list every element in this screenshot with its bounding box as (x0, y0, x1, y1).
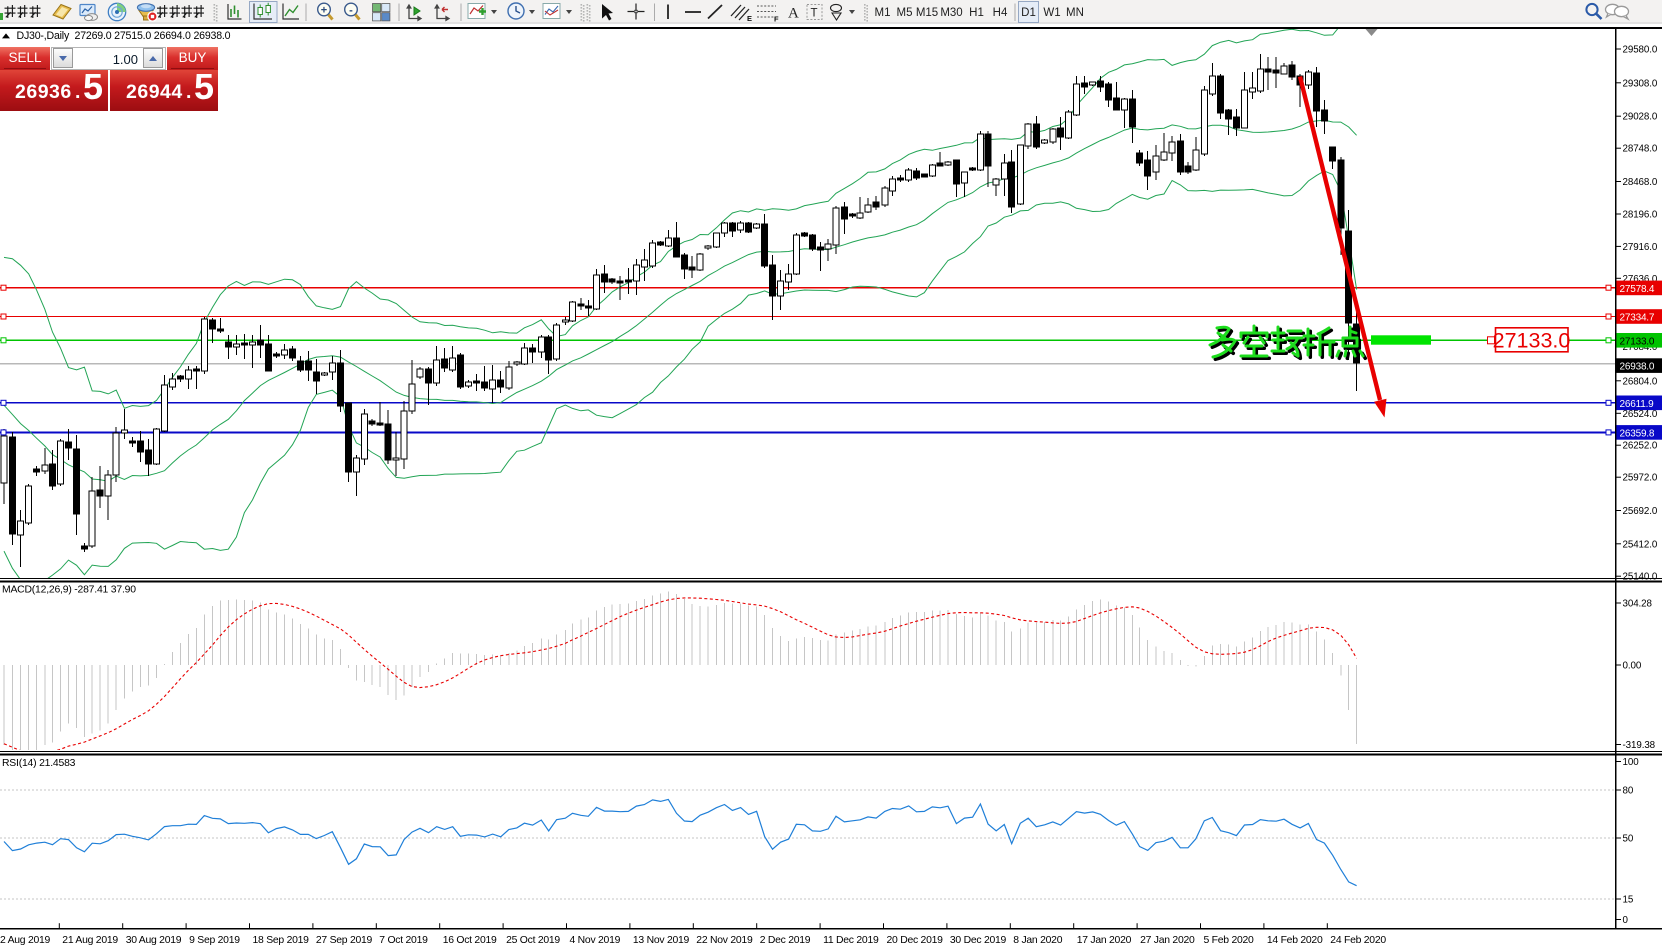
svg-text:M1: M1 (875, 7, 891, 19)
svg-text:27578.4: 27578.4 (1620, 284, 1655, 295)
svg-text:E: E (747, 14, 752, 23)
svg-text:17 Jan 2020: 17 Jan 2020 (1077, 935, 1132, 946)
svg-text:25 Oct 2019: 25 Oct 2019 (506, 935, 560, 946)
svg-text:MACD(12,26,9) -287.41 37.90: MACD(12,26,9) -287.41 37.90 (2, 585, 136, 596)
svg-text:27133.0: 27133.0 (1620, 336, 1655, 347)
svg-text:26611.9: 26611.9 (1620, 399, 1655, 410)
svg-text:+: + (321, 5, 327, 17)
svg-text:27 Jan 2020: 27 Jan 2020 (1140, 935, 1195, 946)
svg-text:0: 0 (1623, 915, 1629, 926)
svg-text:2 Aug 2019: 2 Aug 2019 (0, 935, 51, 946)
svg-text:22 Nov 2019: 22 Nov 2019 (696, 935, 753, 946)
svg-text:M30: M30 (940, 7, 962, 19)
svg-text:M5: M5 (897, 7, 913, 19)
svg-text:14 Feb 2020: 14 Feb 2020 (1267, 935, 1323, 946)
svg-text:25972.0: 25972.0 (1623, 473, 1658, 484)
svg-text:M15: M15 (916, 7, 938, 19)
svg-text:D1: D1 (1021, 7, 1036, 19)
svg-text:25692.0: 25692.0 (1623, 506, 1658, 517)
svg-text:26804.0: 26804.0 (1623, 376, 1658, 387)
svg-text:4 Nov 2019: 4 Nov 2019 (570, 935, 621, 946)
svg-text:0.00: 0.00 (1623, 661, 1642, 672)
svg-text:26524.0: 26524.0 (1623, 409, 1658, 420)
svg-text:27 Sep 2019: 27 Sep 2019 (316, 935, 373, 946)
svg-text:24 Feb 2020: 24 Feb 2020 (1330, 935, 1386, 946)
svg-text:H1: H1 (969, 7, 984, 19)
svg-text:20 Dec 2019: 20 Dec 2019 (887, 935, 944, 946)
svg-text:30 Aug 2019: 30 Aug 2019 (126, 935, 182, 946)
svg-text:T: T (811, 8, 818, 20)
svg-text:-: - (349, 5, 353, 17)
svg-text:28468.0: 28468.0 (1623, 177, 1658, 188)
svg-text:100: 100 (1623, 757, 1640, 768)
svg-text:18 Sep 2019: 18 Sep 2019 (253, 935, 310, 946)
svg-text:11 Dec 2019: 11 Dec 2019 (823, 935, 879, 946)
svg-text:26938.0: 26938.0 (1620, 362, 1655, 373)
svg-text:29580.0: 29580.0 (1623, 45, 1658, 56)
svg-text:28748.0: 28748.0 (1623, 144, 1658, 155)
svg-text:80: 80 (1623, 786, 1634, 797)
svg-text:MN: MN (1066, 7, 1084, 19)
svg-text:25412.0: 25412.0 (1623, 539, 1658, 550)
svg-text:27636.0: 27636.0 (1623, 274, 1658, 285)
svg-text:50: 50 (1623, 834, 1634, 845)
svg-text:H4: H4 (993, 7, 1008, 19)
svg-text:8 Jan 2020: 8 Jan 2020 (1013, 935, 1062, 946)
svg-text:26359.8: 26359.8 (1620, 429, 1655, 440)
svg-text:A: A (788, 6, 799, 22)
svg-text:2 Dec 2019: 2 Dec 2019 (760, 935, 811, 946)
svg-text:DJ30-,Daily 27269.0 27515.0 2: DJ30-,Daily 27269.0 27515.0 26694.0 2693… (17, 30, 231, 42)
svg-text:26252.0: 26252.0 (1623, 441, 1658, 452)
svg-text:304.28: 304.28 (1623, 599, 1653, 610)
svg-text:RSI(14) 21.4583: RSI(14) 21.4583 (2, 758, 76, 769)
svg-text:7 Oct 2019: 7 Oct 2019 (379, 935, 428, 946)
svg-text:5 Feb 2020: 5 Feb 2020 (1204, 935, 1255, 946)
svg-text:30 Dec 2019: 30 Dec 2019 (950, 935, 1007, 946)
svg-text:21 Aug 2019: 21 Aug 2019 (62, 935, 118, 946)
svg-text:25140.0: 25140.0 (1623, 572, 1658, 583)
svg-text:9 Sep 2019: 9 Sep 2019 (189, 935, 240, 946)
svg-text:27916.0: 27916.0 (1623, 242, 1658, 253)
svg-text:29308.0: 29308.0 (1623, 78, 1658, 89)
svg-text:28196.0: 28196.0 (1623, 210, 1658, 221)
svg-text:-319.38: -319.38 (1623, 740, 1656, 751)
svg-text:16 Oct 2019: 16 Oct 2019 (443, 935, 497, 946)
svg-text:13 Nov 2019: 13 Nov 2019 (633, 935, 690, 946)
svg-text:15: 15 (1623, 895, 1634, 906)
svg-text:W1: W1 (1043, 7, 1060, 19)
svg-text:27133.0: 27133.0 (1493, 329, 1571, 353)
svg-text:F: F (774, 15, 779, 24)
svg-text:29028.0: 29028.0 (1623, 112, 1658, 123)
svg-text:27334.7: 27334.7 (1620, 313, 1655, 324)
